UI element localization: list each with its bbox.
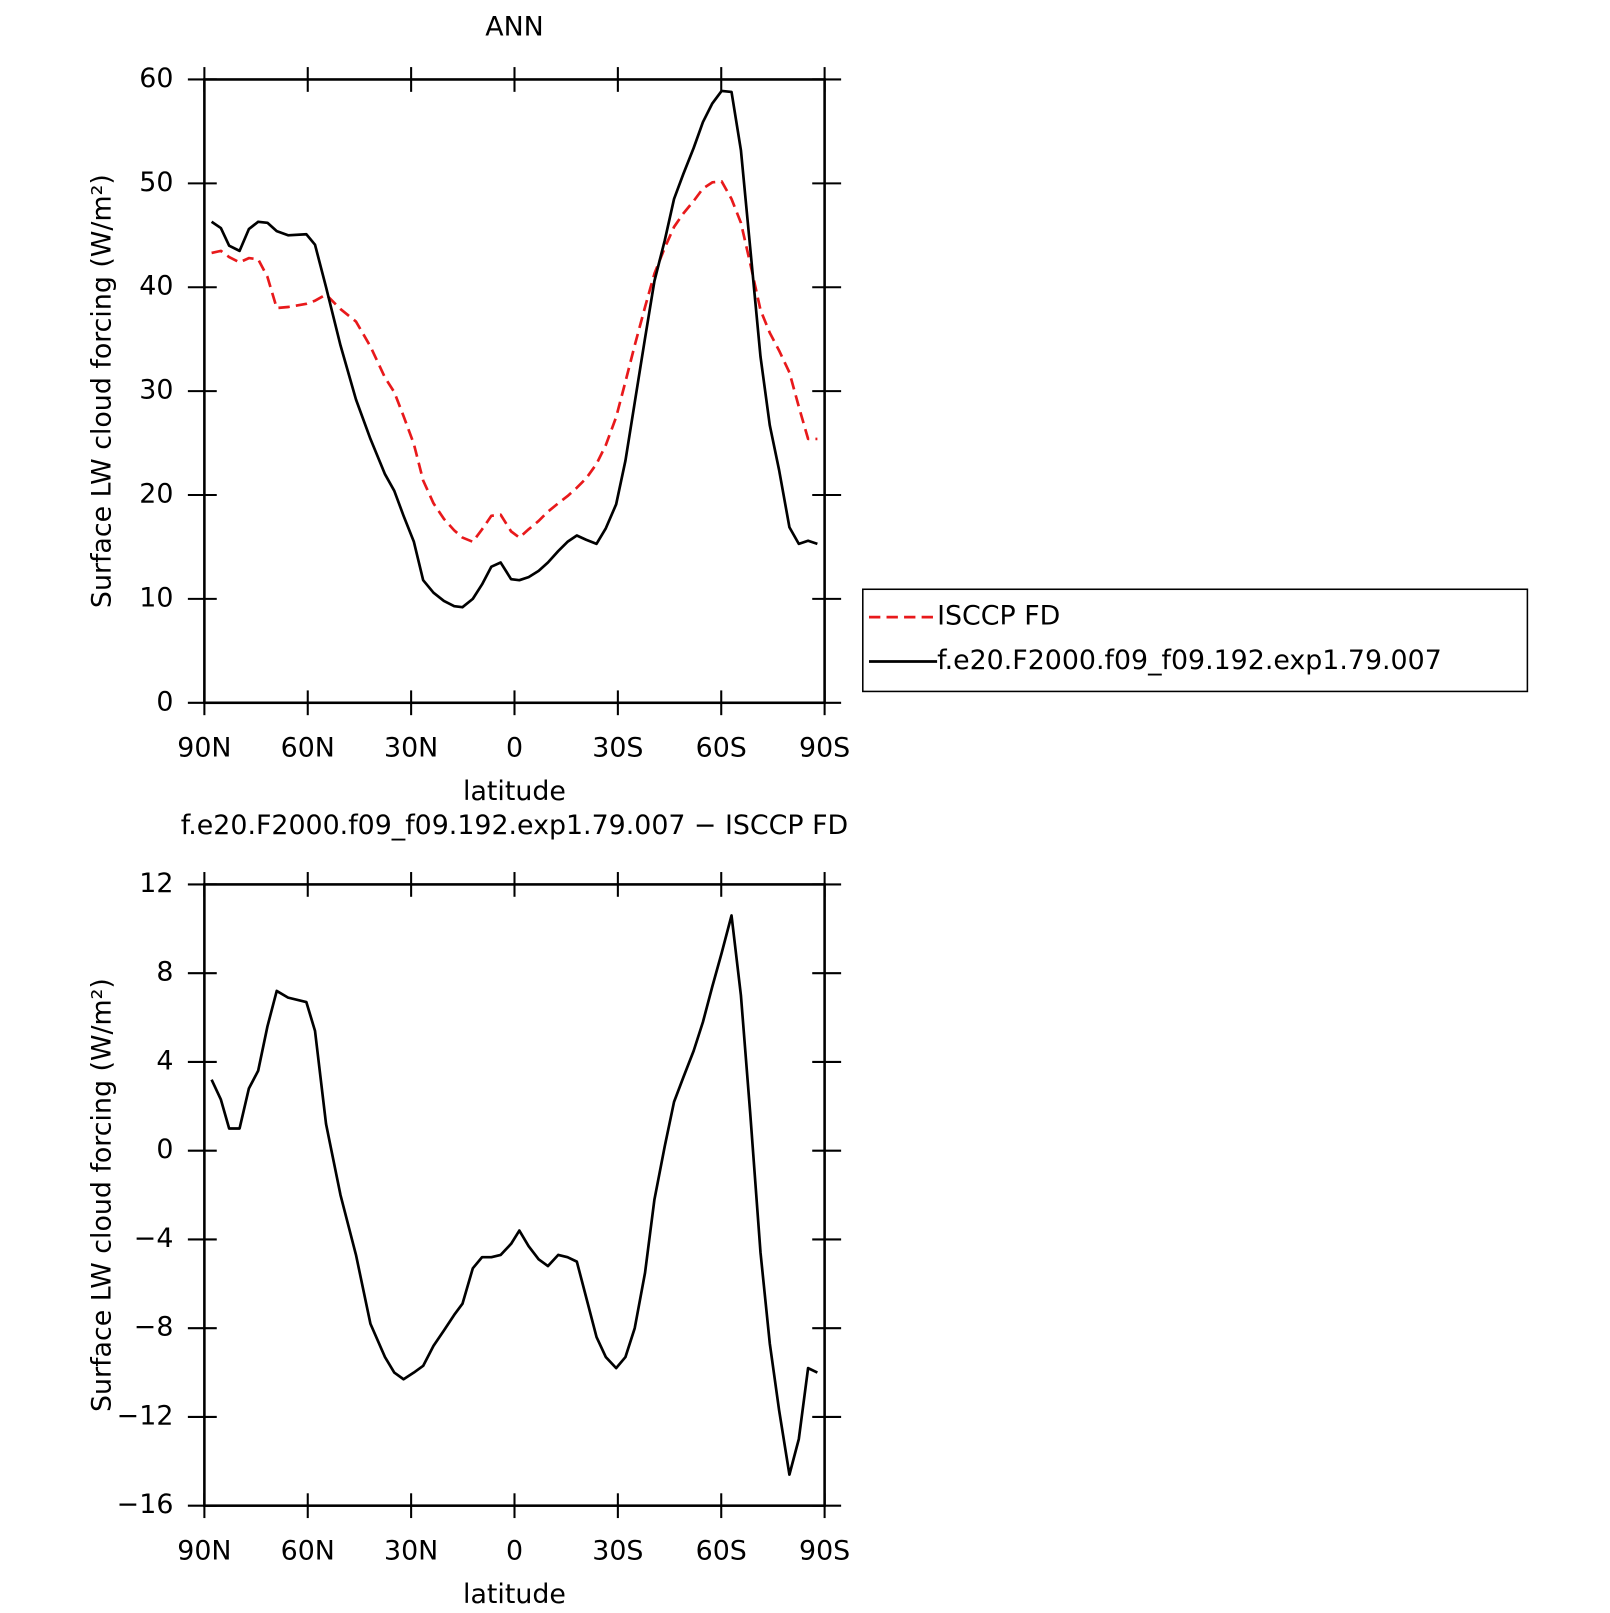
x-tick-label: 90N bbox=[177, 1536, 231, 1567]
chart-title: f.e20.F2000.f09_f09.192.exp1.79.007 − IS… bbox=[181, 810, 848, 841]
y-tick-label: −8 bbox=[134, 1312, 174, 1343]
x-axis-label: latitude bbox=[463, 1579, 566, 1610]
plot-frame bbox=[203, 883, 826, 1507]
x-tick-label: 90S bbox=[799, 1536, 850, 1567]
x-tick-label: 30N bbox=[384, 1536, 438, 1567]
x-tick-label: 0 bbox=[506, 733, 523, 764]
x-tick-label: 30S bbox=[592, 1536, 643, 1567]
legend-label: ISCCP FD bbox=[937, 601, 1060, 632]
y-tick-label: 0 bbox=[156, 686, 173, 717]
y-tick-label: −4 bbox=[134, 1223, 174, 1254]
x-tick-label: 30N bbox=[384, 733, 438, 764]
y-tick-label: 60 bbox=[139, 63, 173, 94]
y-tick-label: 4 bbox=[156, 1045, 173, 1076]
x-axis-label: latitude bbox=[463, 776, 566, 807]
chart-title: ANN bbox=[485, 11, 543, 42]
x-tick-label: 60S bbox=[696, 1536, 747, 1567]
data-line bbox=[211, 179, 818, 544]
x-tick-label: 60S bbox=[696, 733, 747, 764]
y-tick-label: 20 bbox=[139, 479, 173, 510]
legend-box bbox=[862, 588, 1529, 693]
y-axis-label: Surface LW cloud forcing (W/m²) bbox=[87, 174, 118, 608]
y-tick-label: 0 bbox=[156, 1134, 173, 1165]
x-tick-label: 60N bbox=[281, 733, 335, 764]
x-tick-label: 90S bbox=[799, 733, 850, 764]
y-axis-label: Surface LW cloud forcing (W/m²) bbox=[87, 978, 118, 1412]
y-tick-label: 10 bbox=[139, 582, 173, 613]
x-tick-label: 0 bbox=[506, 1536, 523, 1567]
y-tick-label: 50 bbox=[139, 167, 173, 198]
y-tick-label: −12 bbox=[117, 1400, 174, 1431]
x-tick-label: 60N bbox=[281, 1536, 335, 1567]
y-tick-label: −16 bbox=[117, 1489, 174, 1520]
data-line bbox=[210, 89, 818, 609]
y-tick-label: 8 bbox=[156, 957, 173, 988]
x-tick-label: 90N bbox=[177, 733, 231, 764]
x-tick-label: 30S bbox=[592, 733, 643, 764]
y-tick-label: 40 bbox=[139, 271, 173, 302]
data-line bbox=[210, 914, 818, 1476]
legend-label: f.e20.F2000.f09_f09.192.exp1.79.007 bbox=[937, 645, 1442, 676]
plot-frame bbox=[203, 78, 826, 705]
y-tick-label: 30 bbox=[139, 375, 173, 406]
y-tick-label: 12 bbox=[139, 868, 173, 899]
